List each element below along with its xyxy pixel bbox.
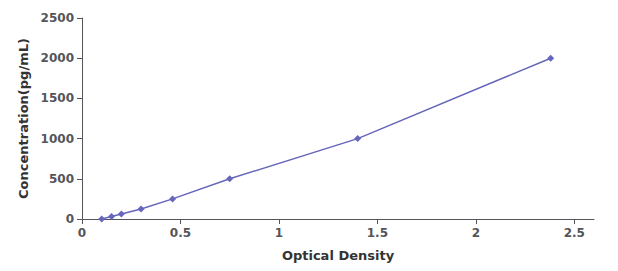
svg-text:0: 0 <box>78 226 86 240</box>
svg-text:2.5: 2.5 <box>564 226 585 240</box>
svg-text:0.5: 0.5 <box>170 226 191 240</box>
svg-text:1000: 1000 <box>41 132 74 146</box>
svg-text:2: 2 <box>472 226 480 240</box>
svg-text:500: 500 <box>49 172 74 186</box>
svg-text:0: 0 <box>66 212 74 226</box>
svg-text:2000: 2000 <box>41 51 74 65</box>
svg-text:1.5: 1.5 <box>367 226 388 240</box>
svg-text:2500: 2500 <box>41 11 74 25</box>
svg-text:Concentration(pg/mL): Concentration(pg/mL) <box>16 38 31 199</box>
svg-text:1: 1 <box>275 226 283 240</box>
svg-text:Optical Density: Optical Density <box>282 248 395 263</box>
svg-text:1500: 1500 <box>41 91 74 105</box>
